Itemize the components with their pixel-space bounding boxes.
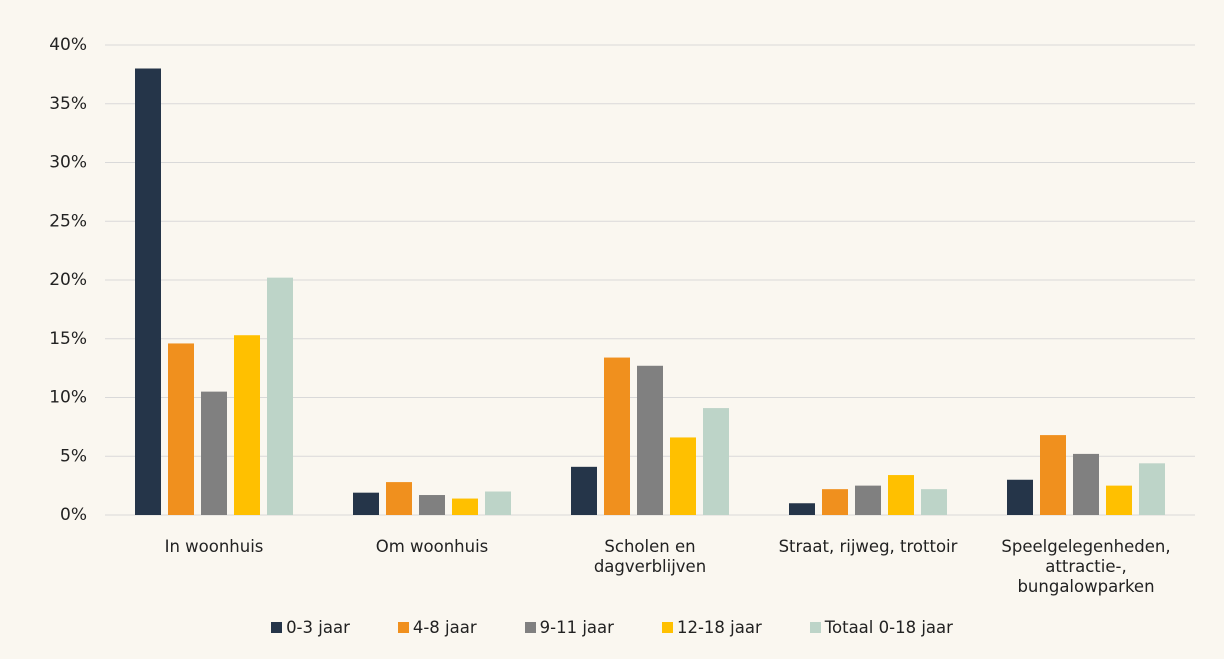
bar (452, 498, 478, 515)
bar (168, 343, 194, 515)
bar (485, 491, 511, 515)
bar (1040, 435, 1066, 515)
legend-label: 9-11 jaar (539, 618, 614, 637)
bar (670, 437, 696, 515)
legend-item: 9-11 jaar (524, 618, 614, 637)
bar (888, 475, 914, 515)
legend-label: Totaal 0-18 jaar (824, 618, 953, 637)
legend-item: 0-3 jaar (271, 618, 350, 637)
legend-label: 0-3 jaar (286, 618, 350, 637)
legend-item: 12-18 jaar (661, 618, 762, 637)
bar (267, 277, 293, 515)
legend-swatch (809, 622, 821, 633)
bar (789, 503, 815, 515)
bar (855, 485, 881, 515)
bar (703, 408, 729, 515)
y-tick-label: 35% (49, 94, 87, 114)
legend-swatch (661, 622, 673, 633)
y-tick-label: 30% (49, 153, 87, 173)
bar (1139, 463, 1165, 515)
y-tick-label: 25% (49, 211, 87, 231)
y-tick-label: 5% (60, 446, 87, 466)
bar (604, 357, 630, 515)
y-tick-label: 15% (49, 329, 87, 349)
bar (1007, 479, 1033, 515)
y-tick-label: 20% (49, 270, 87, 290)
bar (419, 495, 445, 515)
x-tick-label: Straat, rijweg, trottoir (778, 537, 958, 556)
bar (201, 391, 227, 515)
bar (822, 489, 848, 515)
x-tick-label: Scholen en dagverblijven (593, 537, 707, 576)
y-tick-label: 40% (49, 35, 87, 55)
legend-item: Totaal 0-18 jaar (809, 618, 953, 637)
bar (135, 68, 161, 515)
bar (921, 489, 947, 515)
legend-swatch (397, 622, 409, 633)
bar (234, 335, 260, 515)
y-tick-label: 0% (60, 505, 87, 525)
bar (1073, 453, 1099, 515)
bar (386, 482, 412, 515)
legend-swatch (271, 622, 283, 633)
legend-label: 4-8 jaar (412, 618, 477, 637)
legend-label: 12-18 jaar (676, 618, 762, 637)
legend-swatch (524, 622, 536, 633)
y-tick-label: 10% (49, 388, 87, 408)
bar (571, 466, 597, 515)
x-tick-label: Speelgelegenheden, attractie-, bungalowp… (1001, 537, 1171, 596)
legend-item: 4-8 jaar (397, 618, 477, 637)
x-tick-label: In woonhuis (164, 537, 264, 556)
x-tick-label: Om woonhuis (375, 537, 489, 556)
bar (637, 365, 663, 515)
bar (353, 492, 379, 515)
bar (1106, 485, 1132, 515)
legend: 0-3 jaar 4-8 jaar 9-11 jaar 12-18 jaar Totaa… (0, 618, 1224, 637)
